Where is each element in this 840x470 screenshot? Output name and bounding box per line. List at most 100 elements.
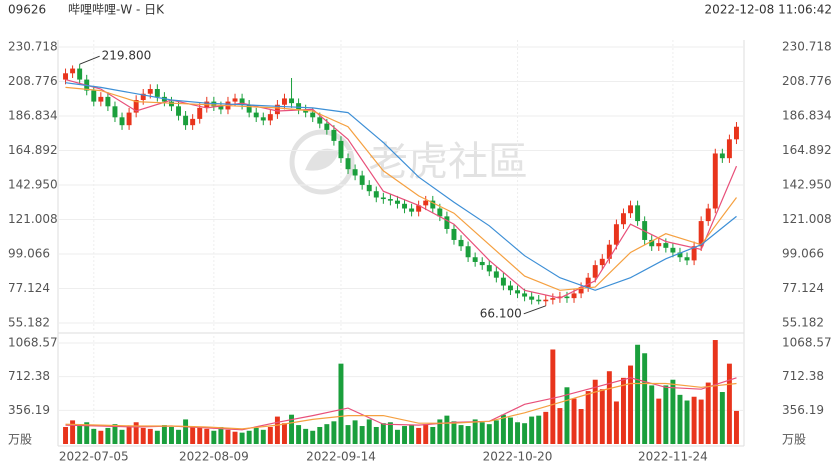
watermark: 老虎社區 [289, 129, 528, 195]
volume-bar [176, 429, 182, 444]
candle-body [119, 117, 125, 126]
candle-body [380, 197, 386, 200]
y-tick-label: 99.066 [8, 247, 50, 261]
candle-body [613, 224, 619, 245]
candle-body [423, 200, 429, 206]
volume-bar [387, 422, 393, 444]
volume-bar [451, 421, 457, 444]
candle-body [331, 129, 337, 141]
x-tick-label: 2022-09-14 [306, 450, 376, 464]
y-tick-label: 77.124 [782, 281, 824, 295]
volume-bar [154, 430, 160, 444]
candle-body [691, 246, 697, 261]
volume-bar [352, 420, 358, 444]
candle-body [352, 169, 358, 176]
annotation-label: 219.800 [102, 49, 152, 63]
candle-body [606, 244, 612, 259]
volume-bar [296, 425, 302, 444]
candle-body [253, 112, 259, 118]
moving-average-line [65, 79, 738, 299]
candle-body [500, 277, 506, 286]
candle-body [197, 107, 203, 119]
volume-bar [204, 428, 210, 444]
volume-bar [500, 414, 506, 444]
candle-body [712, 153, 718, 209]
y-tick-label: 55.182 [8, 316, 50, 330]
candle-body [451, 228, 457, 240]
moving-average-line [65, 82, 737, 291]
volume-bar [437, 419, 443, 444]
y-tick-label: 99.066 [782, 247, 824, 261]
candle-body [571, 293, 577, 299]
volume-bar [486, 424, 492, 444]
y-tick-label: 1068.57 [8, 336, 58, 350]
y-tick-label: 186.834 [782, 109, 832, 123]
volume-bar [465, 426, 471, 444]
candle-body [416, 205, 422, 212]
volume-bar [253, 427, 259, 444]
candle-body [267, 114, 273, 121]
volume-bar [133, 422, 139, 444]
volume-bar [225, 429, 231, 444]
volume-bar [183, 419, 189, 444]
candle-body [585, 277, 591, 288]
volume-bar [663, 385, 669, 444]
candle-body [543, 299, 549, 302]
candle-body [493, 271, 499, 278]
volume-bar [345, 425, 351, 444]
candle-body [239, 98, 245, 105]
annotation-label: 66.100 [480, 306, 522, 320]
candle-body [176, 106, 182, 116]
candle-body [260, 117, 266, 121]
candle-body [402, 203, 408, 209]
moving-average-line [65, 86, 737, 291]
volume-bar [705, 382, 711, 444]
volume-bar [635, 344, 641, 444]
volume-bar [507, 417, 513, 444]
volume-bar [232, 431, 238, 444]
candle-body [289, 98, 295, 104]
candle-body [183, 115, 189, 126]
volume-bar [691, 396, 697, 444]
volume-bar [649, 385, 655, 444]
volume-bar [239, 432, 245, 444]
candle-body [733, 126, 739, 140]
y-tick-label: 208.776 [782, 74, 832, 88]
volume-bar [698, 399, 704, 444]
volume-bar [592, 379, 598, 444]
volume-bar [564, 387, 570, 444]
candle-body [458, 239, 464, 247]
volume-bar [338, 363, 344, 444]
volume-bar [197, 427, 203, 444]
candle-body [296, 103, 302, 110]
volume-bar [529, 416, 535, 444]
candle-body [705, 208, 711, 222]
candle-body [303, 109, 309, 113]
candle-body [628, 205, 634, 214]
volume-bar [557, 408, 563, 444]
volume-bar [536, 415, 542, 444]
stock-name: 哔哩哔哩-W - 日K [68, 3, 165, 17]
volume-bar [168, 426, 174, 444]
volume-bar [670, 379, 676, 444]
y-tick-label: 121.008 [782, 212, 832, 226]
candle-body [147, 89, 153, 94]
y-tick-label: 142.950 [8, 178, 58, 192]
candle-body [592, 265, 598, 278]
candle-body [70, 68, 76, 74]
candle-body [578, 287, 584, 294]
candle-body [670, 247, 676, 253]
volume-bar [260, 429, 266, 444]
volume-bar [620, 377, 626, 444]
candle-body [677, 252, 683, 258]
candle-body [91, 90, 97, 102]
volume-bar [98, 430, 104, 444]
volume-bar [599, 389, 605, 444]
volume-bar [677, 394, 683, 444]
candle-body [486, 265, 492, 272]
volume-bar [84, 422, 90, 444]
volume-unit: 万股 [8, 433, 32, 447]
watermark-text: 老虎社區 [368, 139, 528, 185]
volume-bar [70, 420, 76, 444]
